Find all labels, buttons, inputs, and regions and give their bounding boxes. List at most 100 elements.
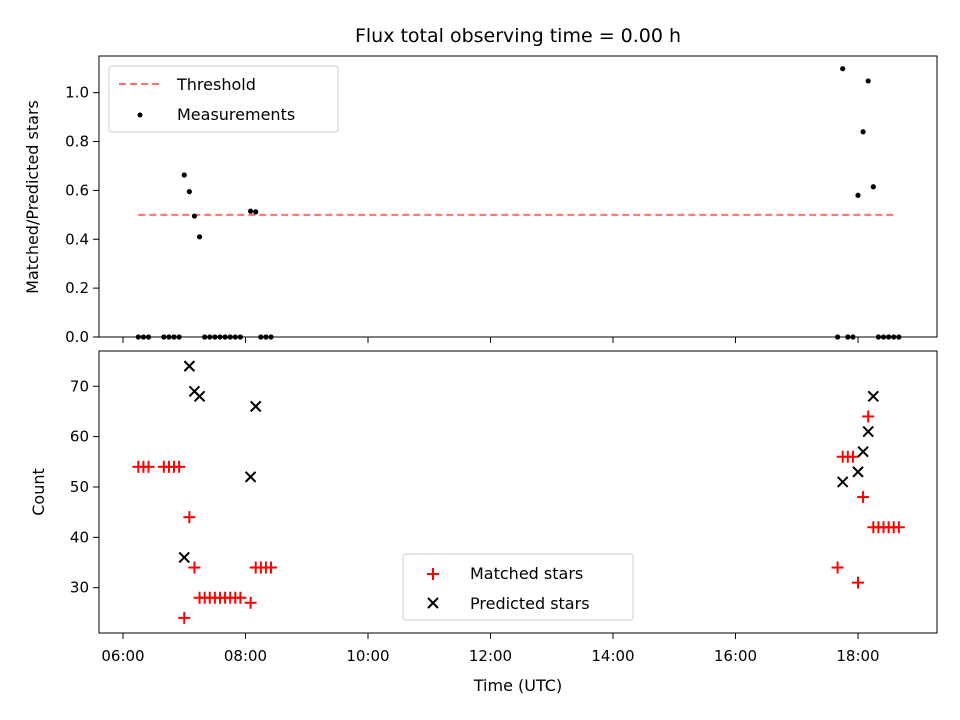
x-axis-label: Time (UTC)	[473, 676, 562, 695]
matched-star-point	[188, 561, 201, 574]
count-y-axis-label: Count	[29, 468, 48, 516]
matched-star-point	[846, 450, 859, 463]
predicted-star-point	[867, 390, 880, 403]
measurement-point	[212, 334, 218, 340]
x-tick-label: 10:00	[346, 647, 389, 665]
predicted-star-point	[250, 400, 262, 413]
predicted-star-point	[183, 360, 196, 372]
measurement-point	[896, 334, 902, 340]
predicted-star-point	[244, 471, 257, 483]
measurement-point	[135, 334, 141, 340]
predicted-star-point	[193, 390, 206, 403]
count-y-tick-label: 40	[70, 528, 89, 546]
legend-predicted-label: Predicted stars	[470, 594, 590, 613]
matched-star-point	[857, 491, 870, 504]
measurement-point	[232, 334, 238, 340]
measurement-point	[145, 334, 152, 340]
measurement-point	[237, 334, 243, 340]
measurement-point	[166, 334, 172, 340]
measurement-point	[186, 189, 192, 195]
measurement-point	[886, 334, 892, 340]
ratio-panel: Matched/Predicted stars 0.0 0.2 0.4 0.6 0.8 1…	[23, 55, 938, 346]
legend-matched-swatch	[427, 568, 439, 580]
x-tick-label: 06:00	[101, 647, 144, 665]
matched-star-point	[142, 460, 155, 473]
measurement-point	[202, 334, 208, 340]
measurement-point	[865, 78, 871, 84]
measurement-point	[171, 334, 177, 340]
matched-star-point	[892, 521, 905, 534]
ratio-x-ticks	[122, 337, 859, 343]
measurement-point	[834, 334, 841, 340]
x-tick-label: 14:00	[591, 647, 634, 665]
ratio-legend: Threshold Measurements	[108, 65, 339, 133]
matched-star-point	[178, 611, 191, 624]
measurement-point	[196, 234, 203, 240]
matched-star-point	[234, 591, 247, 604]
predicted-star-point	[178, 551, 190, 564]
count-x-ticks: 06:00 08:00 10:00 12:00 14:00 16:00 18:00	[101, 633, 880, 665]
legend-predicted-swatch	[427, 597, 439, 609]
legend-measurements-swatch	[137, 112, 143, 118]
measurement-point	[258, 334, 264, 340]
measurement-point	[217, 334, 223, 340]
measurement-point	[850, 334, 856, 340]
matched-star-point	[852, 576, 864, 589]
count-y-tick-label: 70	[70, 377, 89, 395]
measurement-point	[855, 192, 861, 198]
count-y-tick-label: 60	[70, 428, 89, 446]
measurement-point	[181, 172, 187, 178]
measurement-point	[891, 334, 897, 340]
measurement-point	[840, 66, 846, 72]
matched-star-point	[831, 561, 844, 574]
measurement-point	[870, 184, 876, 190]
x-tick-label: 16:00	[714, 647, 757, 665]
predicted-star-point	[836, 476, 849, 488]
x-tick-label: 18:00	[836, 647, 879, 665]
ratio-y-tick-label: 0.4	[65, 230, 89, 248]
measurement-point	[880, 334, 887, 340]
measurement-point	[248, 208, 254, 214]
ratio-y-tick-label: 0.2	[65, 279, 89, 297]
predicted-star-point	[862, 425, 874, 438]
chart-title: Flux total observing time = 0.00 h	[355, 25, 681, 47]
x-tick-label: 08:00	[224, 647, 267, 665]
ratio-y-tick-label: 0.6	[65, 181, 89, 199]
measurement-point	[263, 334, 269, 340]
measurement-point	[140, 334, 147, 340]
matched-star-point	[173, 460, 186, 473]
count-y-ticks: 30 40 50 60 70	[70, 377, 99, 597]
matched-star-point	[265, 561, 278, 574]
measurement-point	[875, 334, 882, 340]
ratio-legend-box	[108, 65, 339, 133]
measurement-point	[253, 209, 259, 215]
legend-threshold-label: Threshold	[176, 75, 256, 94]
matched-star-point	[183, 511, 196, 524]
measurement-point	[222, 334, 228, 340]
measurement-point	[176, 334, 182, 340]
count-y-tick-label: 50	[70, 478, 89, 496]
matched-star-point	[244, 596, 257, 609]
measurement-point	[161, 334, 167, 340]
measurement-point	[227, 334, 233, 340]
count-y-tick-label: 30	[70, 579, 89, 597]
count-marks	[132, 360, 905, 624]
ratio-y-axis-label: Matched/Predicted stars	[23, 100, 42, 294]
ratio-y-tick-label: 0.0	[65, 328, 89, 346]
ratio-marks	[135, 66, 902, 340]
matched-star-point	[862, 410, 875, 423]
measurement-point	[845, 334, 851, 340]
ratio-y-tick-label: 0.8	[65, 133, 89, 151]
count-legend-box	[402, 553, 634, 621]
legend-matched-label: Matched stars	[470, 564, 583, 583]
legend-measurements-label: Measurements	[177, 105, 295, 124]
measurement-point	[268, 334, 274, 340]
count-legend: Matched stars Predicted stars	[402, 553, 634, 621]
predicted-star-point	[852, 466, 864, 478]
measurement-point	[207, 334, 213, 340]
predicted-star-point	[857, 446, 869, 458]
ratio-y-tick-label: 1.0	[65, 84, 89, 102]
measurement-point	[860, 129, 866, 135]
count-panel: Count 30 40 50 60 70 06:00 08:00 10:00 12:00 14:…	[29, 350, 938, 665]
